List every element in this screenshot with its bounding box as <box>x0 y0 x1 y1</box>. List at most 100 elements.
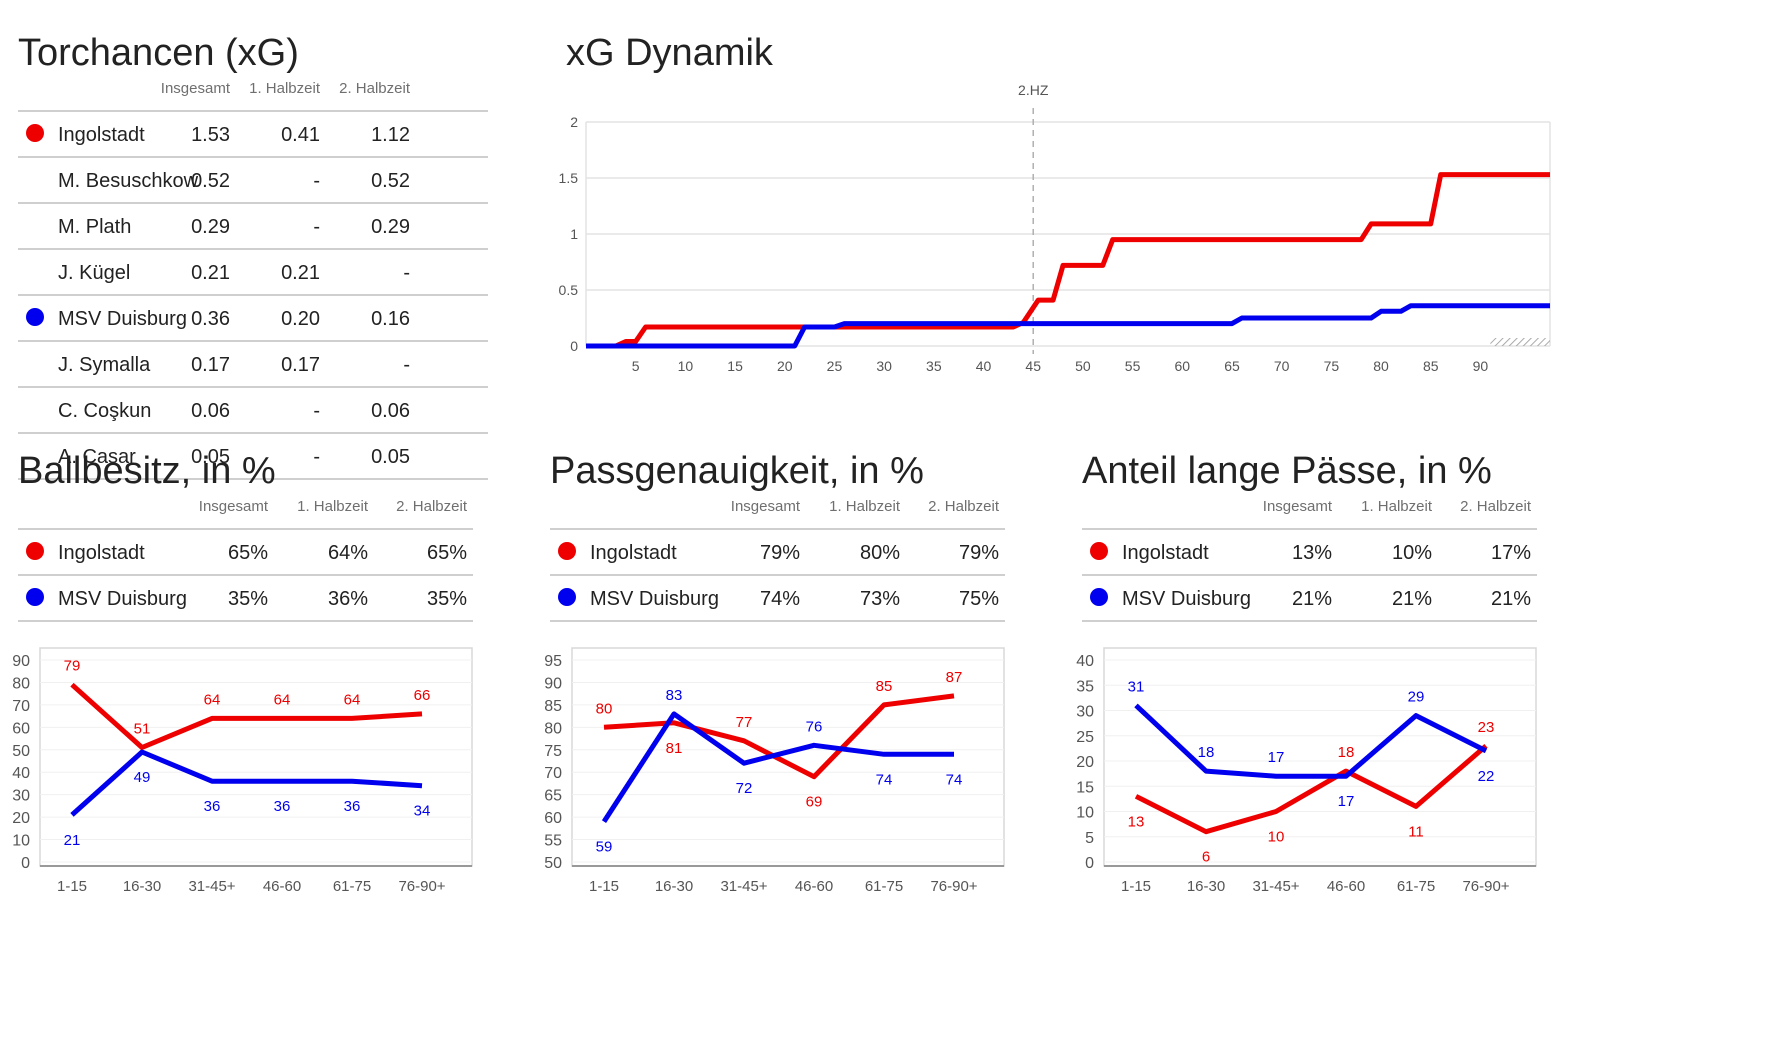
x-tick-label: 75 <box>1324 358 1340 374</box>
y-tick-label: 20 <box>1076 754 1094 771</box>
value-total: 0.36 <box>191 308 230 330</box>
long-passes-chart: 0 5 10 15 20 25 30 35 40 1-15 16-30 31-45+ 46-60 61-7… <box>1076 647 1537 895</box>
data-label-away: 59 <box>596 839 613 856</box>
pass-table-title: Passgenauigkeit, in % <box>550 450 924 492</box>
value-h1: - <box>313 216 320 238</box>
x-tick-label: 16-30 <box>1187 878 1225 895</box>
y-tick-label: 50 <box>544 855 562 872</box>
y-tick-label: 30 <box>1076 704 1094 721</box>
xg-dynamic-chart: 0 0.5 1 1.5 2 2.HZ 5 10 15 20 25 30 35 40 45 50 55 60 65 70… <box>559 82 1551 374</box>
table-row: Ingolstadt 65% 64% 65% <box>18 530 473 576</box>
x-tick-label: 85 <box>1423 358 1439 374</box>
value-total: 35% <box>227 588 268 610</box>
y-tick-label: 30 <box>12 788 30 805</box>
x-tick-label: 80 <box>1373 358 1389 374</box>
x-tick-label: 35 <box>926 358 942 374</box>
y-tick-label: 70 <box>544 765 562 782</box>
data-label-away: 36 <box>344 798 361 815</box>
value-total: 1.53 <box>191 124 230 146</box>
x-tick-label: 40 <box>976 358 992 374</box>
y-tick-label: 25 <box>1076 729 1094 746</box>
data-label-home: 69 <box>806 794 823 811</box>
value-h1: - <box>313 446 320 468</box>
data-label-away: 17 <box>1268 749 1285 766</box>
data-label-home: 64 <box>204 691 221 708</box>
value-total: 0.05 <box>191 446 230 468</box>
xg-line-away <box>586 303 1550 349</box>
possession-table-title: Ballbesitz, in % <box>18 450 276 492</box>
value-h1: - <box>313 400 320 422</box>
y-tick-label: 40 <box>1076 653 1094 670</box>
table-row: Ingolstadt 1.53 0.41 1.12 <box>18 112 488 158</box>
possession-chart: 0 10 20 30 40 50 60 70 80 90 1-15 16-30 31-45+ 46-60 6… <box>12 647 473 895</box>
data-label-away: 31 <box>1128 678 1145 695</box>
value-h2: 0.16 <box>371 308 410 330</box>
y-tick-label: 90 <box>544 675 562 692</box>
column-header: Insgesamt <box>1262 498 1332 515</box>
data-label-away: 36 <box>274 798 291 815</box>
data-label-home: 23 <box>1478 719 1495 736</box>
plot-frame <box>571 647 1005 867</box>
column-header: 2. Halbzeit <box>928 498 999 515</box>
data-label-away: 29 <box>1408 689 1425 706</box>
x-tick-label: 31-45+ <box>188 878 235 895</box>
table-row: A. Casar 0.05 - 0.05 <box>18 434 488 480</box>
x-tick-label: 70 <box>1274 358 1290 374</box>
xg-chart-title: xG Dynamik <box>566 32 773 74</box>
x-tick-label: 46-60 <box>795 878 833 895</box>
value-h2: 65% <box>426 542 467 564</box>
team-dot-icon <box>558 588 576 606</box>
data-label-away: 74 <box>876 771 893 788</box>
x-tick-label: 76-90+ <box>1462 878 1509 895</box>
x-tick-label: 16-30 <box>123 878 161 895</box>
data-label-away: 49 <box>134 769 151 786</box>
data-label-away: 18 <box>1198 744 1215 761</box>
y-tick-label: 35 <box>1076 678 1094 695</box>
value-h2: 17% <box>1490 542 1531 564</box>
row-name: Ingolstadt <box>58 542 145 564</box>
data-label-home: 51 <box>134 721 151 738</box>
value-total: 74% <box>759 588 800 610</box>
value-h2: 1.12 <box>371 124 410 146</box>
team-dot-icon <box>26 124 44 142</box>
y-tick-label: 2 <box>570 114 578 130</box>
team-dot-icon <box>26 588 44 606</box>
series-line-away <box>70 749 423 817</box>
x-tick-label: 55 <box>1125 358 1141 374</box>
y-tick-label: 60 <box>544 810 562 827</box>
x-tick-label: 20 <box>777 358 793 374</box>
pass-accuracy-chart: 50 55 60 65 70 75 80 85 90 95 1-15 16-30 31-45+ 46-60… <box>544 647 1005 895</box>
xg-table: Insgesamt 1. Halbzeit 2. Halbzeit Ingolstad… <box>18 70 488 480</box>
value-total: 0.17 <box>191 354 230 376</box>
plot-frame <box>39 647 473 867</box>
x-tick-label: 90 <box>1473 358 1489 374</box>
data-label-home: 18 <box>1338 744 1355 761</box>
value-total: 79% <box>759 542 800 564</box>
data-label-away: 36 <box>204 798 221 815</box>
table-header: Insgesamt 1. Halbzeit 2. Halbzeit <box>1082 488 1537 530</box>
column-header: 1. Halbzeit <box>829 498 900 515</box>
table-row: C. Coşkun 0.06 - 0.06 <box>18 388 488 434</box>
y-tick-label: 15 <box>1076 779 1094 796</box>
column-header: 2. Halbzeit <box>339 80 410 97</box>
value-h2: 0.06 <box>371 400 410 422</box>
table-row: Ingolstadt 13% 10% 17% <box>1082 530 1537 576</box>
y-tick-label: 5 <box>1085 830 1094 847</box>
row-name: J. Symalla <box>58 354 151 376</box>
row-name: M. Plath <box>58 216 132 238</box>
row-name: J. Kügel <box>58 262 131 284</box>
value-h2: 0.05 <box>371 446 410 468</box>
column-header: 1. Halbzeit <box>1361 498 1432 515</box>
value-total: 0.21 <box>191 262 230 284</box>
value-h1: 21% <box>1391 588 1432 610</box>
row-name: M. Besuschkow <box>58 170 199 192</box>
value-h1: 0.20 <box>281 308 320 330</box>
data-label-home: 64 <box>344 691 361 708</box>
table-row: Ingolstadt 79% 80% 79% <box>550 530 1005 576</box>
data-label-away: 76 <box>806 718 823 735</box>
table-row: MSV Duisburg 35% 36% 35% <box>18 576 473 622</box>
table-header: Insgesamt 1. Halbzeit 2. Halbzeit <box>550 488 1005 530</box>
series-line-away <box>1134 703 1488 779</box>
x-tick-label: 61-75 <box>1397 878 1435 895</box>
x-tick-label: 61-75 <box>333 878 371 895</box>
